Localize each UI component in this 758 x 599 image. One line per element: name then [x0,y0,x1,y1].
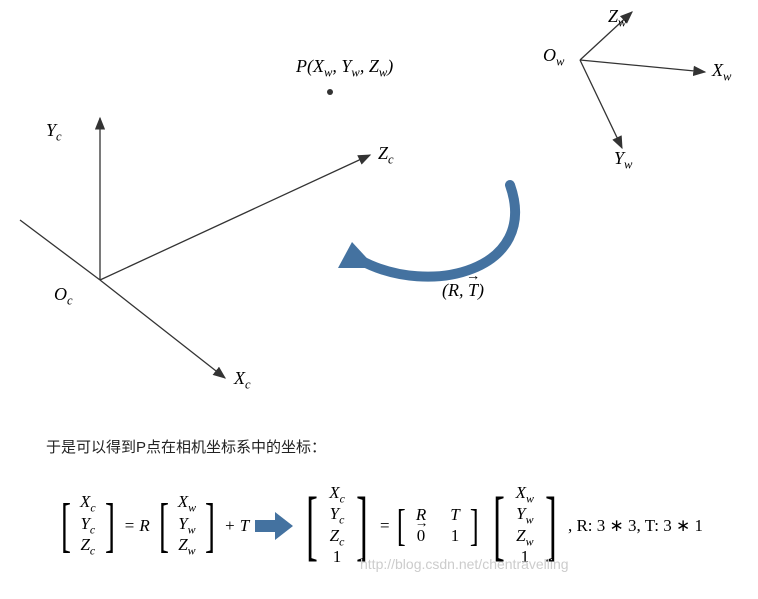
watermark: http://blog.csdn.net/chentravelling [360,556,569,572]
label-xc: Xc [234,368,251,393]
label-zc: Zc [378,143,394,168]
diagram-area: Oc Yc Xc Zc Ow Zw Xw Yw P(Xw, Yw, Zw) (R… [0,0,758,420]
label-ow: Ow [543,45,564,70]
label-yw: Yw [614,148,632,173]
label-zw: Zw [608,6,626,31]
label-oc: Oc [54,284,73,309]
label-xw: Xw [712,60,731,85]
label-yc: Yc [46,120,62,145]
label-point-p: P(Xw, Yw, Zw) [296,56,393,81]
label-rt: (R, T) [442,280,484,301]
body-text: 于是可以得到P点在相机坐标系中的坐标： [46,436,326,457]
equation: [ Xc Yc Zc ] = R [ Xw Yw Zw ] + T [ Xc Y… [56,484,703,567]
implies-arrow-icon [253,508,295,544]
